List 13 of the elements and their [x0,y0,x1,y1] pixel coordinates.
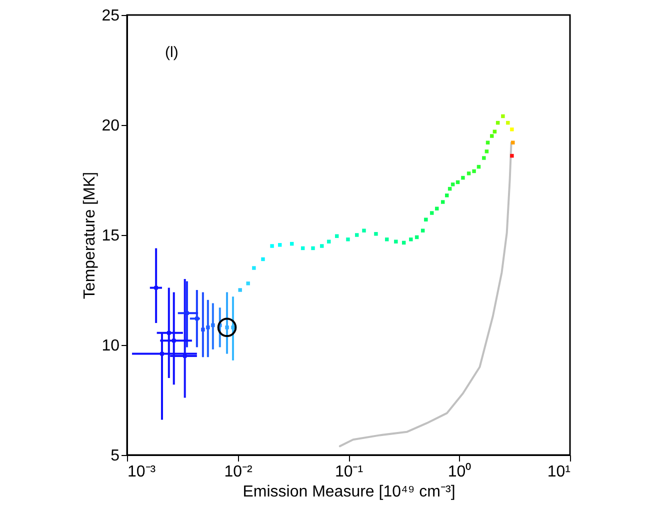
x-tick-label: 10⁰ [448,462,472,480]
y-tick-label: 5 [110,448,120,464]
y-tick-label: 20 [102,118,120,134]
x-axis-title: Emission Measure [10⁴⁹ cm⁻³] [242,484,456,500]
x-tick-label: 10⁻³ [128,464,156,480]
y-axis-title: Temperature [MK] [82,172,99,300]
annotation: (l) [165,44,178,61]
y-tick-label: 15 [102,228,120,244]
x-tick-label: 10⁻¹ [334,464,364,480]
y-tick-label: 25 [102,8,120,24]
y-tick-label: 10 [102,338,120,354]
x-tick-label: 10¹ [547,464,570,480]
x-tick-label: 10⁻² [224,464,253,480]
